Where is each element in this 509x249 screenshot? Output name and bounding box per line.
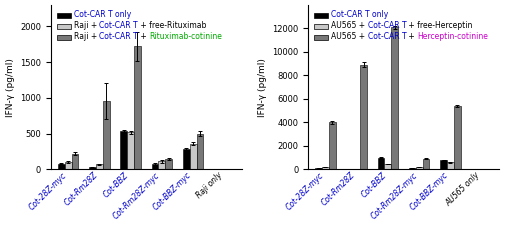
Bar — [183, 149, 190, 169]
Text: + free-Rituximab: + free-Rituximab — [138, 21, 207, 30]
Bar — [103, 101, 109, 169]
Text: Rituximab-cotinine: Rituximab-cotinine — [149, 32, 222, 41]
Bar — [196, 134, 204, 169]
Bar — [409, 168, 416, 169]
Bar — [454, 106, 461, 169]
Bar — [152, 164, 158, 169]
Bar — [315, 168, 322, 169]
Bar — [72, 154, 78, 169]
Text: Raji +: Raji + — [74, 21, 99, 30]
Bar — [190, 144, 196, 169]
Bar — [384, 164, 391, 169]
Text: + free-Herceptin: + free-Herceptin — [406, 21, 473, 30]
Text: +: + — [406, 32, 417, 41]
Text: AU565 +: AU565 + — [331, 21, 367, 30]
Text: Raji +: Raji + — [74, 32, 99, 41]
Bar — [65, 162, 72, 169]
Text: AU565 +: AU565 + — [331, 32, 367, 41]
Bar — [422, 159, 430, 169]
Bar — [329, 122, 336, 169]
Bar — [127, 132, 134, 169]
Text: Cot-CAR T: Cot-CAR T — [367, 21, 406, 30]
Bar — [440, 160, 447, 169]
Bar — [360, 65, 367, 169]
Bar — [322, 167, 329, 169]
Y-axis label: IFN-γ (pg/ml): IFN-γ (pg/ml) — [6, 58, 15, 117]
Text: Herceptin-cotinine: Herceptin-cotinine — [417, 32, 488, 41]
Text: +: + — [138, 32, 149, 41]
Bar — [58, 164, 65, 169]
Bar — [89, 167, 96, 169]
Bar — [165, 159, 172, 169]
Text: Cot-CAR T: Cot-CAR T — [99, 21, 138, 30]
Text: Cot-CAR T: Cot-CAR T — [367, 32, 406, 41]
Legend:                               ,                               ,                 : , , — [55, 9, 148, 44]
Text: Cot-CAR T: Cot-CAR T — [99, 32, 138, 41]
Text: Cot-CAR T only: Cot-CAR T only — [74, 10, 131, 19]
Bar — [134, 46, 141, 169]
Y-axis label: IFN-γ (pg/ml): IFN-γ (pg/ml) — [258, 58, 267, 117]
Bar — [391, 27, 398, 169]
Bar — [96, 164, 103, 169]
Bar — [378, 158, 384, 169]
Text: Cot-CAR T only: Cot-CAR T only — [331, 10, 388, 19]
Bar — [447, 162, 454, 169]
Bar — [158, 161, 165, 169]
Bar — [120, 131, 127, 169]
Legend:                               ,                               ,                 : , , — [312, 9, 405, 44]
Bar — [416, 167, 422, 169]
